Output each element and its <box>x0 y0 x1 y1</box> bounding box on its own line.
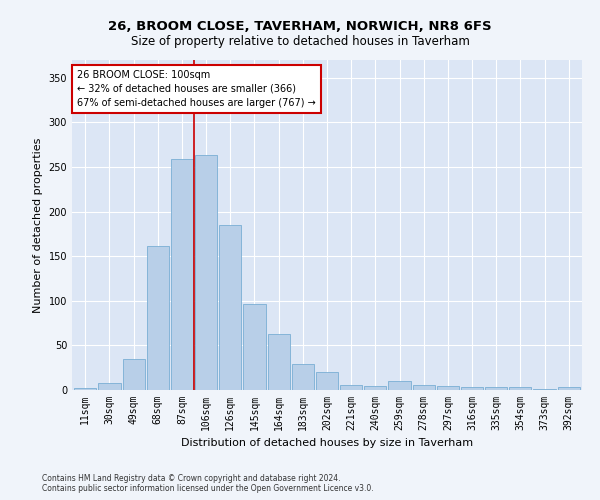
Bar <box>74 388 97 390</box>
Bar <box>509 388 532 390</box>
Bar <box>268 334 290 390</box>
Bar <box>557 388 580 390</box>
Text: Contains public sector information licensed under the Open Government Licence v3: Contains public sector information licen… <box>42 484 374 493</box>
Bar <box>219 225 241 390</box>
Bar <box>195 156 217 390</box>
Bar <box>146 246 169 390</box>
Bar <box>388 381 410 390</box>
Text: Size of property relative to detached houses in Taverham: Size of property relative to detached ho… <box>131 34 469 48</box>
Bar <box>122 359 145 390</box>
Text: Contains HM Land Registry data © Crown copyright and database right 2024.: Contains HM Land Registry data © Crown c… <box>42 474 341 483</box>
X-axis label: Distribution of detached houses by size in Taverham: Distribution of detached houses by size … <box>181 438 473 448</box>
Bar <box>316 372 338 390</box>
Bar <box>461 388 483 390</box>
Bar <box>171 159 193 390</box>
Bar <box>292 364 314 390</box>
Bar <box>98 383 121 390</box>
Bar <box>244 304 266 390</box>
Bar <box>413 384 435 390</box>
Bar <box>364 386 386 390</box>
Text: 26, BROOM CLOSE, TAVERHAM, NORWICH, NR8 6FS: 26, BROOM CLOSE, TAVERHAM, NORWICH, NR8 … <box>108 20 492 32</box>
Bar <box>533 389 556 390</box>
Bar <box>437 386 459 390</box>
Text: 26 BROOM CLOSE: 100sqm
← 32% of detached houses are smaller (366)
67% of semi-de: 26 BROOM CLOSE: 100sqm ← 32% of detached… <box>77 70 316 108</box>
Bar <box>485 388 508 390</box>
Bar <box>340 384 362 390</box>
Y-axis label: Number of detached properties: Number of detached properties <box>33 138 43 312</box>
